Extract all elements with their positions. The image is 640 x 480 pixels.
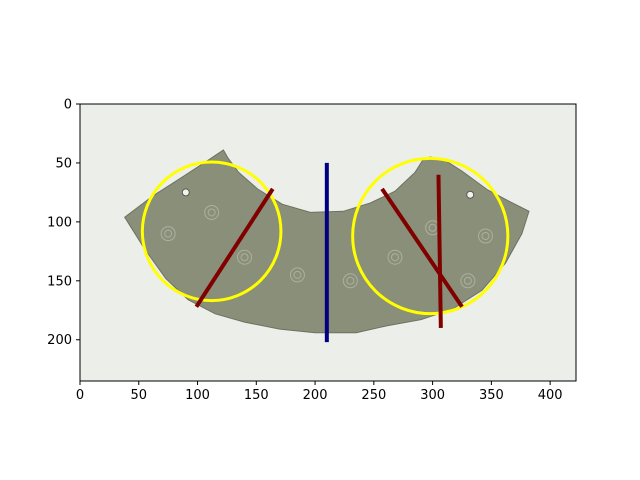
y-tick-label: 150 <box>47 274 72 289</box>
x-tick-label: 0 <box>76 388 84 403</box>
annotation-line <box>194 187 275 308</box>
pendant-hole <box>466 190 475 199</box>
spiral-carving <box>477 228 493 244</box>
spiral-carving <box>207 208 216 217</box>
spiral-carving <box>240 253 249 262</box>
x-tick-label: 50 <box>130 388 147 403</box>
spiral-carving <box>481 232 490 241</box>
y-tick-label: 200 <box>47 333 72 348</box>
spiral-carving <box>460 273 476 289</box>
spiral-carving <box>160 226 176 242</box>
pendant-hole <box>181 188 190 197</box>
axes-frame <box>79 103 577 382</box>
x-tick-label: 100 <box>185 388 210 403</box>
x-tick-label: 400 <box>538 388 563 403</box>
spiral-carving <box>164 229 173 238</box>
spiral-carving <box>204 204 220 220</box>
annotation-layer <box>140 156 510 343</box>
spiral-carving <box>346 276 355 285</box>
annotation-circle <box>351 156 510 316</box>
y-tick-label: 50 <box>55 156 72 171</box>
annotation-circle <box>140 160 283 303</box>
spiral-carving <box>428 223 437 232</box>
annotation-line <box>436 174 443 328</box>
spiral-carving <box>390 253 399 262</box>
x-tick-label: 200 <box>303 388 328 403</box>
spiral-carving <box>387 249 403 265</box>
annotation-line <box>380 187 464 308</box>
x-tick-label: 250 <box>361 388 386 403</box>
spiral-carving <box>237 249 253 265</box>
x-tick-label: 350 <box>479 388 504 403</box>
y-axis: 0 50 100 150 200 <box>47 98 80 348</box>
spiral-carving <box>289 267 305 283</box>
spiral-carving <box>463 276 472 285</box>
y-tick-label: 0 <box>64 98 72 113</box>
x-axis: 0 50 100 150 200 250 300 350 400 <box>76 381 563 403</box>
x-tick-label: 150 <box>244 388 269 403</box>
spiral-carving <box>293 270 302 279</box>
x-tick-label: 300 <box>420 388 445 403</box>
y-tick-label: 100 <box>47 215 72 230</box>
spiral-carving <box>342 273 358 289</box>
